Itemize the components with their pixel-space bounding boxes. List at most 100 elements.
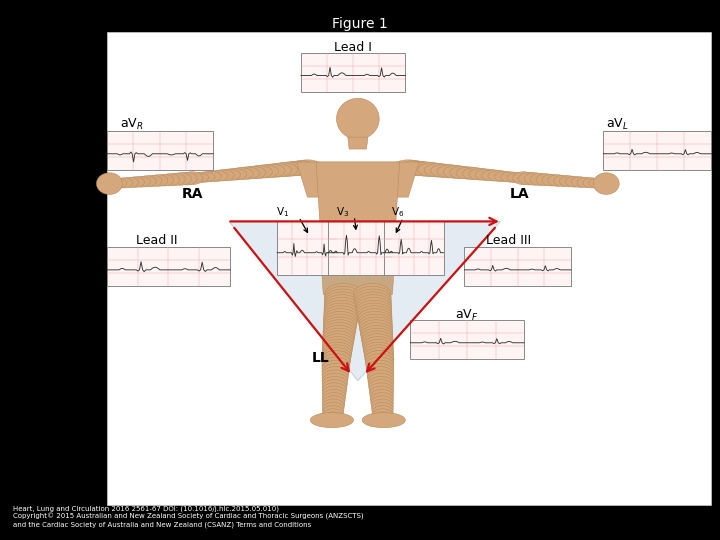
Ellipse shape (354, 286, 391, 308)
Ellipse shape (369, 386, 393, 401)
Ellipse shape (323, 314, 357, 334)
Ellipse shape (228, 167, 253, 180)
Bar (277, 221, 337, 275)
Ellipse shape (371, 396, 393, 410)
Text: LL: LL (312, 351, 329, 365)
Ellipse shape (559, 176, 578, 187)
Ellipse shape (323, 320, 356, 339)
Polygon shape (320, 251, 395, 294)
Ellipse shape (105, 179, 121, 188)
Ellipse shape (194, 172, 215, 182)
Ellipse shape (240, 166, 266, 179)
Ellipse shape (364, 348, 394, 365)
Ellipse shape (171, 173, 192, 185)
Ellipse shape (418, 163, 447, 177)
Ellipse shape (358, 308, 392, 328)
Ellipse shape (217, 169, 240, 180)
Bar (328, 221, 392, 275)
Text: V$_6$: V$_6$ (391, 205, 404, 219)
Ellipse shape (111, 178, 127, 188)
Ellipse shape (274, 162, 304, 176)
Ellipse shape (323, 317, 356, 336)
Ellipse shape (323, 339, 353, 357)
Ellipse shape (412, 162, 441, 176)
Ellipse shape (365, 350, 394, 368)
Ellipse shape (322, 354, 350, 371)
Ellipse shape (116, 178, 132, 188)
Ellipse shape (359, 314, 392, 334)
Ellipse shape (324, 300, 359, 321)
Ellipse shape (424, 164, 453, 177)
Ellipse shape (149, 175, 168, 186)
Ellipse shape (251, 165, 279, 178)
Ellipse shape (322, 367, 348, 383)
Ellipse shape (361, 325, 393, 345)
Ellipse shape (286, 160, 317, 176)
Ellipse shape (154, 174, 174, 186)
Ellipse shape (322, 370, 348, 386)
Ellipse shape (132, 176, 150, 187)
Bar (464, 247, 571, 286)
Ellipse shape (280, 161, 310, 176)
Ellipse shape (234, 167, 260, 179)
Bar (410, 320, 524, 359)
Ellipse shape (507, 173, 528, 183)
Ellipse shape (323, 393, 345, 407)
Ellipse shape (565, 176, 583, 187)
Ellipse shape (127, 177, 145, 187)
Bar (107, 247, 230, 286)
Ellipse shape (405, 161, 436, 176)
Ellipse shape (199, 171, 222, 182)
Ellipse shape (370, 389, 393, 404)
Ellipse shape (322, 363, 349, 380)
Ellipse shape (482, 170, 505, 181)
Ellipse shape (577, 177, 594, 187)
Ellipse shape (530, 173, 551, 185)
Polygon shape (348, 137, 368, 149)
Ellipse shape (362, 334, 393, 352)
Polygon shape (297, 162, 419, 197)
Ellipse shape (160, 174, 179, 186)
Ellipse shape (356, 295, 392, 315)
Ellipse shape (323, 396, 345, 410)
Ellipse shape (595, 179, 611, 188)
Ellipse shape (583, 178, 600, 188)
Ellipse shape (322, 350, 351, 368)
Ellipse shape (165, 173, 186, 185)
Ellipse shape (362, 413, 405, 428)
Ellipse shape (367, 370, 394, 386)
Ellipse shape (222, 168, 247, 180)
Ellipse shape (361, 331, 393, 349)
Ellipse shape (366, 363, 394, 380)
Ellipse shape (363, 339, 393, 357)
Ellipse shape (456, 167, 482, 179)
Ellipse shape (322, 360, 349, 377)
Ellipse shape (324, 292, 361, 313)
Ellipse shape (373, 412, 393, 425)
Ellipse shape (548, 175, 567, 186)
Ellipse shape (322, 350, 351, 368)
Ellipse shape (325, 284, 362, 305)
Polygon shape (229, 221, 500, 381)
Ellipse shape (323, 328, 354, 347)
Text: Lead II: Lead II (136, 234, 178, 247)
Ellipse shape (437, 165, 464, 178)
Ellipse shape (310, 413, 354, 428)
Ellipse shape (143, 175, 162, 186)
Ellipse shape (325, 286, 361, 308)
Text: RA: RA (182, 187, 204, 201)
Ellipse shape (359, 317, 392, 336)
Ellipse shape (469, 168, 493, 180)
Bar (107, 32, 711, 505)
Text: Lead III: Lead III (486, 234, 531, 247)
Ellipse shape (322, 380, 347, 395)
Ellipse shape (355, 292, 392, 313)
Ellipse shape (359, 312, 392, 331)
Ellipse shape (356, 300, 392, 321)
Ellipse shape (371, 393, 393, 407)
Ellipse shape (431, 164, 459, 178)
Ellipse shape (322, 376, 347, 392)
Text: aV$_R$: aV$_R$ (120, 117, 143, 132)
Ellipse shape (450, 166, 476, 179)
Ellipse shape (322, 373, 348, 389)
